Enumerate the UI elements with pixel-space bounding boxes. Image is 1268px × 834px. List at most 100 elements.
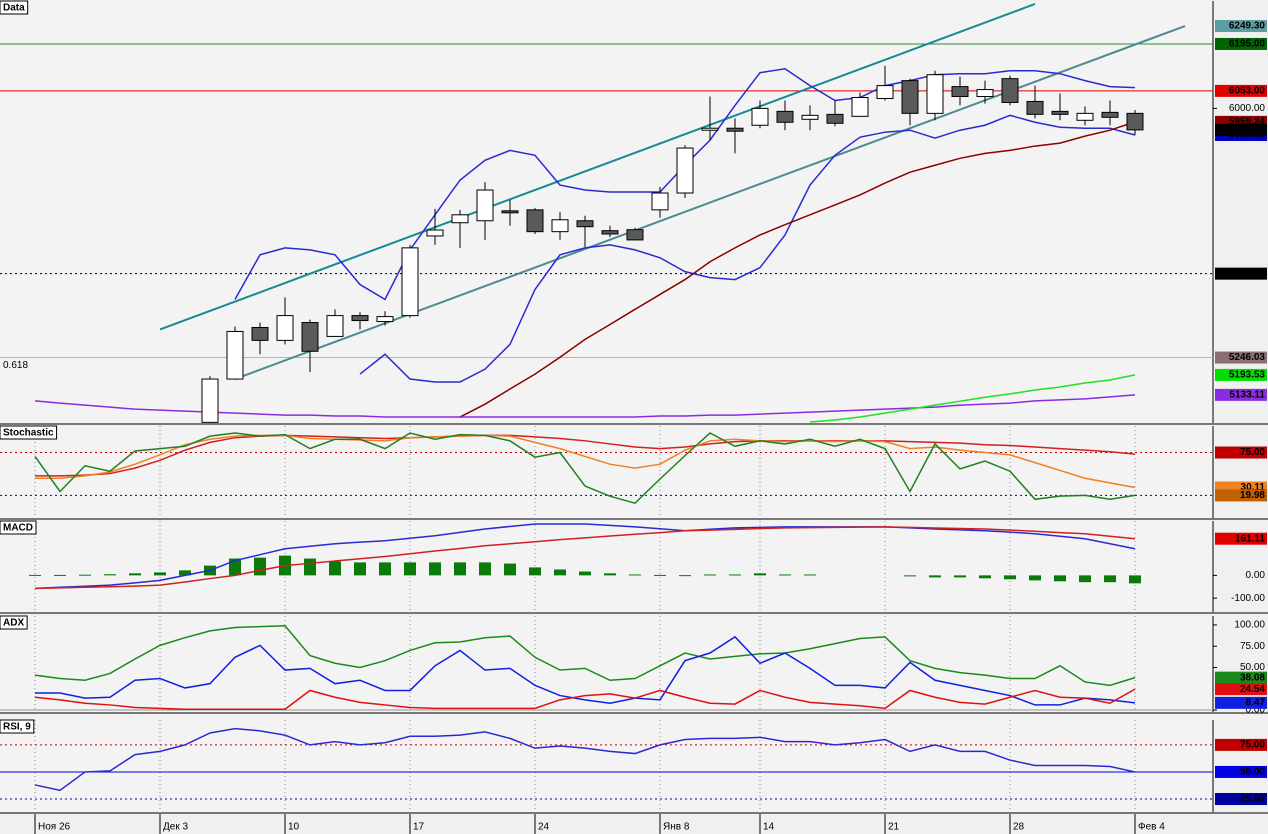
price-flag-label: 38.08 [1240,672,1265,683]
candle-body [651,192,669,211]
histogram-bar [979,575,991,579]
candle-body [826,113,844,124]
x-tick-label: Ноя 26 [38,822,71,833]
plot-area [29,521,1141,612]
y-tick-label: -100.00 [1231,593,1265,604]
panel-title: Stochastic [3,428,54,439]
histogram-bar [729,574,741,576]
candle-body [576,220,594,228]
candle-body [1126,112,1144,131]
x-tick-label: Янв 8 [663,822,690,833]
candle-body [951,86,969,98]
price-flag-label: 6195.00 [1229,39,1266,50]
price-flag [1215,267,1267,280]
histogram-bar [354,562,366,576]
price-flag-label: 6249.30 [1229,21,1266,32]
histogram-bar [754,573,766,576]
candle-body [1051,110,1069,115]
price-flag [1215,84,1267,97]
y-tick-label: 75.00 [1240,641,1265,652]
price-flag-label: 50.00 [1240,767,1265,778]
series-line [35,434,1136,489]
candle-body [351,315,369,322]
histogram-bar [704,574,716,576]
candle-body [276,315,294,341]
panel-title-box [0,719,35,734]
y-tick-label: 0.00 [1246,570,1266,581]
plot-area [0,426,1213,518]
candle-body [226,330,244,380]
histogram-bar [104,574,116,576]
candle-body [1001,78,1019,103]
price-flag [1215,123,1267,136]
histogram-bar [429,562,441,576]
price-flag [1215,793,1267,806]
candle-body [1101,111,1119,118]
histogram-bar [304,558,316,576]
plot-area [0,616,1213,712]
series-line [34,625,1136,687]
histogram-bar [1079,575,1091,583]
panel-background [0,720,1213,812]
x-tick-label: 21 [888,822,900,833]
histogram-bar [1004,575,1016,580]
histogram-bar [654,574,666,576]
candle-body [776,110,794,123]
series-line [459,121,1136,418]
trend-line [159,3,1036,331]
price-flag-label: 19.98 [1240,490,1265,501]
candle-body [801,114,819,120]
price-flag-label: 5959.24 [1229,117,1266,128]
histogram-bar [629,574,641,576]
candle-body [751,107,769,126]
histogram-bar [54,574,66,576]
candle-body [301,322,319,352]
price-flag [1215,368,1267,381]
price-flag-label: 24.54 [1240,684,1265,695]
panel-title-box [0,615,28,630]
price-flag [1215,532,1267,545]
plot-area [0,3,1213,423]
price-flag-label: 30.11 [1241,482,1266,493]
price-flag [1215,446,1267,459]
panel-background [0,1,1213,423]
histogram-bar [554,569,566,576]
candle-body [201,378,219,423]
candle-body [526,209,544,233]
price-flag [1215,671,1267,684]
histogram-bar [954,575,966,578]
price-flag-label: 5246.03 [1229,352,1266,363]
plot-area [0,720,1213,812]
histogram-bar [529,567,541,576]
candle-body [551,219,569,233]
histogram-bar [504,563,516,576]
histogram-bar [179,570,191,576]
price-flag-label: 75.00 [1240,447,1265,458]
histogram-bar [804,574,816,576]
panel-background [0,426,1213,518]
price-flag-label: 161.11 [1235,533,1265,544]
candle-body [1076,112,1094,121]
series-line [359,114,1136,383]
panel-title: Data [3,3,25,14]
level-note: 0.618 [3,360,28,371]
price-flag-label: 25.00 [1240,794,1265,805]
x-tick-label: 28 [1013,822,1025,833]
candle-body [851,96,869,117]
price-flag [1215,683,1267,696]
histogram-bar [154,572,166,576]
candle-body [676,147,694,194]
candle-body [501,210,519,214]
panel-title: RSI, 9 [3,722,31,733]
panel-title-box [0,520,37,535]
series-line [34,526,1136,590]
candle-body [626,229,644,241]
panel-background [0,616,1213,712]
series-line [35,434,1136,477]
candle-body [376,316,394,323]
panel-background [0,521,1213,612]
x-tick-label: 10 [288,822,300,833]
series-line [34,688,1136,710]
y-tick-label: 0.00 [1246,705,1266,716]
candle-body [926,74,944,114]
